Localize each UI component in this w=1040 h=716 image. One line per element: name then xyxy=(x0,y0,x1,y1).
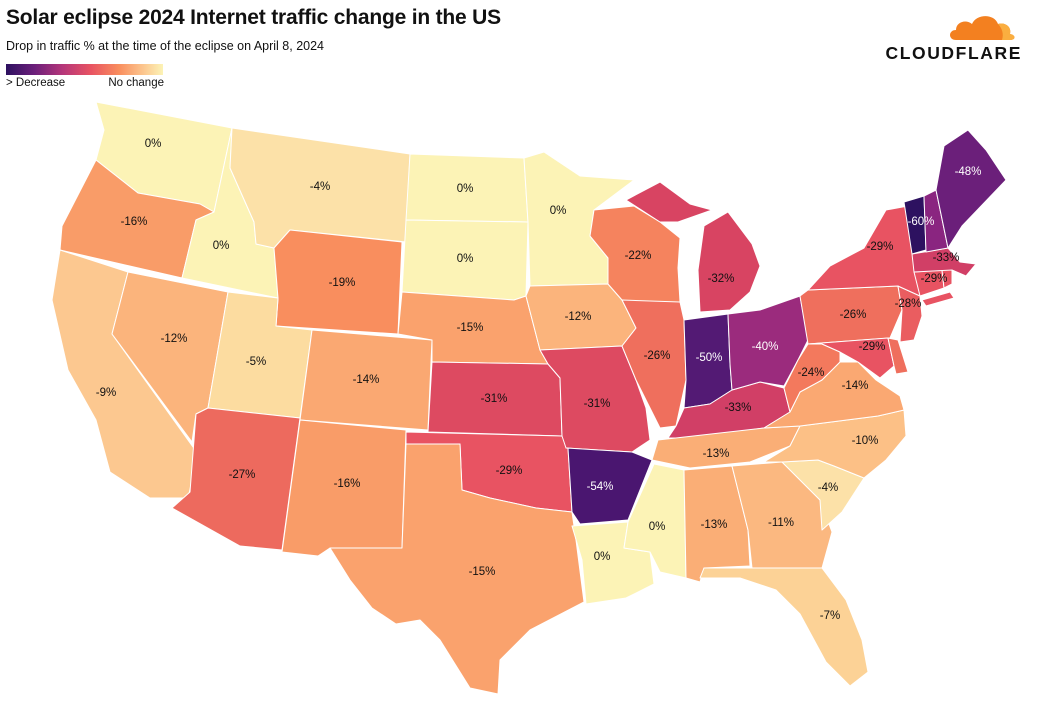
state-label-OK: -29% xyxy=(496,465,523,477)
state-label-NY: -29% xyxy=(867,241,894,253)
color-legend: > Decrease No change xyxy=(6,64,164,91)
state-label-NV: -12% xyxy=(161,333,188,345)
state-label-SC: -4% xyxy=(818,482,838,494)
chart-title: Solar eclipse 2024 Internet traffic chan… xyxy=(6,6,501,29)
state-MA[interactable] xyxy=(911,247,977,277)
state-ME[interactable] xyxy=(935,129,1007,249)
state-AR[interactable] xyxy=(565,447,653,525)
state-label-UT: -5% xyxy=(246,356,266,368)
state-label-OH: -40% xyxy=(752,341,779,353)
state-FL[interactable] xyxy=(699,567,869,687)
chart-subtitle: Drop in traffic % at the time of the ecl… xyxy=(6,39,324,53)
state-label-KY: -33% xyxy=(725,402,752,414)
state-MS[interactable] xyxy=(623,463,687,579)
state-label-MO: -31% xyxy=(584,398,611,410)
legend-low-label: > Decrease xyxy=(6,77,66,89)
state-label-MD: -29% xyxy=(859,341,886,353)
state-label-KS: -31% xyxy=(481,393,508,405)
brand-name: CLOUDFLARE xyxy=(885,43,1022,63)
state-label-MS: 0% xyxy=(649,521,666,533)
state-label-IL: -26% xyxy=(644,350,671,362)
state-label-WA: 0% xyxy=(145,138,162,150)
state-label-MN: 0% xyxy=(550,205,567,217)
state-DE[interactable] xyxy=(887,337,909,375)
state-label-MA: -33% xyxy=(933,252,960,264)
state-WV[interactable] xyxy=(783,343,841,413)
state-TX[interactable] xyxy=(329,443,585,695)
state-IL[interactable] xyxy=(621,299,687,429)
state-label-NC: -10% xyxy=(852,435,879,447)
state-label-WY: -19% xyxy=(329,277,356,289)
state-label-IN: -50% xyxy=(696,352,723,364)
legend-gradient-bar xyxy=(6,64,163,75)
state-label-IA: -12% xyxy=(565,311,592,323)
state-label-OR: -16% xyxy=(121,216,148,228)
state-label-PA: -26% xyxy=(840,309,867,321)
brand-logo: CLOUDFLARE xyxy=(872,10,1022,64)
state-label-CT: -29% xyxy=(921,273,948,285)
cloud-icon xyxy=(950,16,1015,40)
state-label-MT: -4% xyxy=(310,181,330,193)
state-label-WV: -24% xyxy=(798,367,825,379)
state-label-GA: -11% xyxy=(768,517,794,529)
state-label-AR: -54% xyxy=(587,481,614,493)
state-label-NE: -15% xyxy=(457,322,484,334)
legend-high-label: No change xyxy=(108,77,164,89)
state-label-VA: -14% xyxy=(842,380,869,392)
state-label-TX: -15% xyxy=(469,566,496,578)
state-label-ID: 0% xyxy=(213,240,230,252)
state-label-LA: 0% xyxy=(594,551,611,563)
state-label-WI: -22% xyxy=(625,250,652,262)
state-label-NJ: -28% xyxy=(895,298,922,310)
state-label-VT: -60% xyxy=(908,216,935,228)
state-label-SD: 0% xyxy=(457,253,474,265)
state-label-FL: -7% xyxy=(820,610,840,622)
state-label-TN: -13% xyxy=(703,448,730,460)
state-label-ND: 0% xyxy=(457,183,474,195)
state-NC[interactable] xyxy=(763,409,907,479)
state-label-MI: -32% xyxy=(708,273,735,285)
state-MI[interactable] xyxy=(625,181,761,313)
state-label-AZ: -27% xyxy=(229,469,256,481)
state-label-CO: -14% xyxy=(353,374,380,386)
state-label-CA: -9% xyxy=(96,387,116,399)
state-label-ME: -48% xyxy=(955,166,982,178)
state-label-AL: -13% xyxy=(701,519,728,531)
state-label-NM: -16% xyxy=(334,478,361,490)
